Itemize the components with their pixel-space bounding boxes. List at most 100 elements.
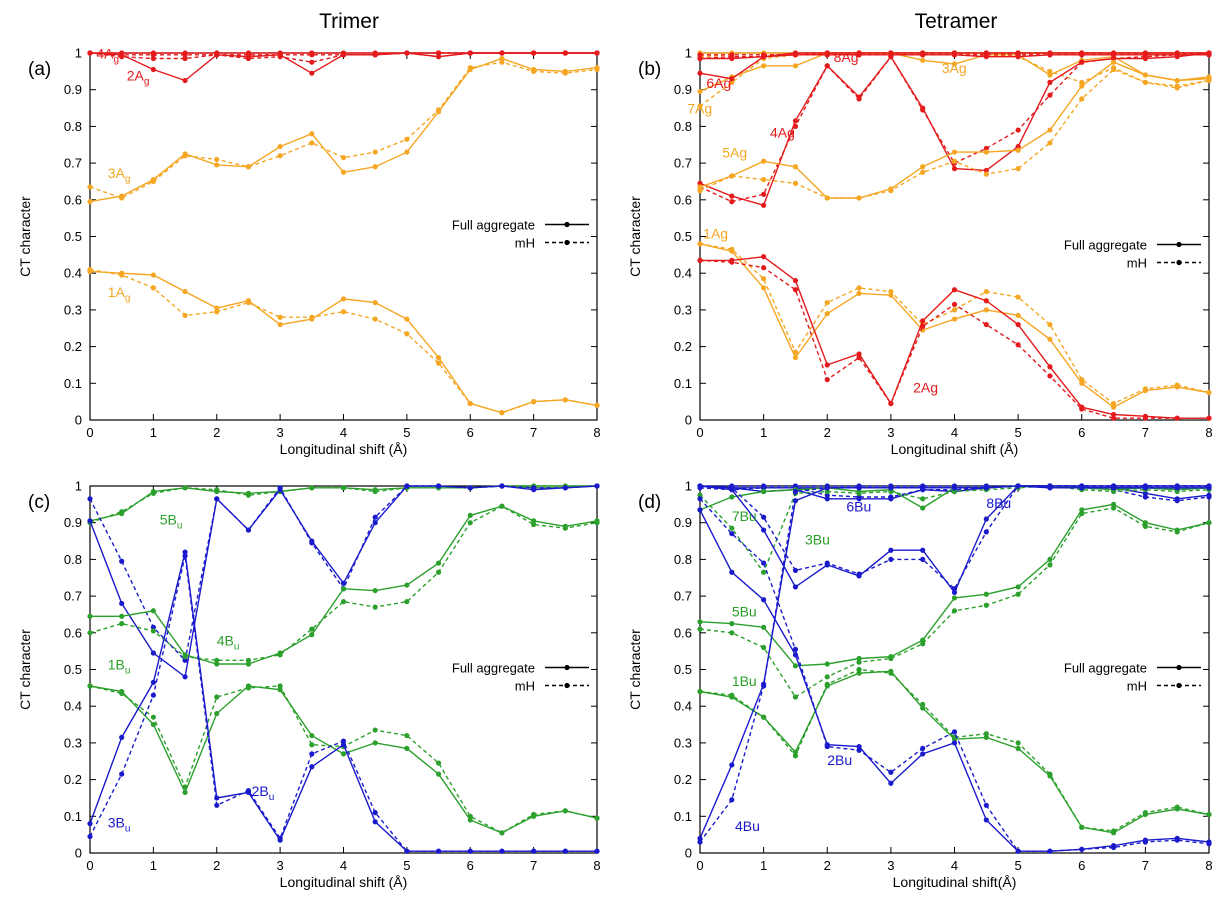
state-label-text: 2Bu	[827, 752, 852, 768]
point-full-aggregate	[214, 661, 220, 667]
x-axis-label: Longitudinal shift(Å)	[893, 874, 1017, 890]
point-mh	[792, 488, 799, 495]
state-label: 6Ag	[706, 75, 731, 91]
y-tick-label: 0.3	[674, 302, 692, 317]
y-axis-label: CT character	[17, 629, 33, 710]
x-tick-label: 0	[86, 858, 93, 873]
point-full-aggregate	[792, 277, 799, 284]
point-mh	[182, 55, 188, 62]
point-mh	[697, 103, 703, 109]
point-full-aggregate	[1206, 492, 1212, 498]
point-mh	[951, 307, 958, 313]
point-mh	[1110, 66, 1117, 73]
point-full-aggregate	[1015, 147, 1021, 153]
point-mh	[214, 156, 220, 163]
point-full-aggregate	[1047, 556, 1053, 563]
point-full-aggregate	[150, 272, 156, 278]
state-label-text: 4Bu	[735, 818, 760, 834]
y-tick-label: 1	[685, 46, 692, 61]
point-full-aggregate	[1015, 848, 1021, 854]
point-mh	[983, 529, 989, 535]
point-full-aggregate	[119, 510, 125, 517]
point-full-aggregate	[277, 143, 283, 150]
point-full-aggregate	[309, 732, 315, 739]
point-mh	[372, 514, 378, 520]
y-tick-label: 0.2	[674, 772, 692, 787]
point-mh	[1079, 96, 1085, 102]
point-full-aggregate	[856, 485, 862, 491]
y-tick-label: 1	[75, 479, 82, 494]
point-full-aggregate	[119, 193, 125, 199]
state-label: 5Bu	[732, 603, 757, 619]
point-full-aggregate	[594, 518, 600, 524]
point-full-aggregate	[372, 520, 378, 526]
state-label-text: 6Ag	[706, 75, 731, 91]
point-full-aggregate	[761, 63, 767, 69]
state-label-text: 2Ag	[913, 379, 938, 395]
y-tick-label: 0.8	[674, 552, 692, 567]
point-full-aggregate	[1110, 59, 1117, 65]
y-tick-label: 0.1	[674, 809, 692, 824]
line-mh	[699, 243, 1210, 405]
point-full-aggregate	[697, 180, 703, 186]
point-full-aggregate	[277, 837, 283, 843]
point-full-aggregate	[594, 483, 600, 489]
state-label-text: 5Ag	[722, 145, 747, 161]
x-axis-label: Longitudinal shift (Å)	[280, 874, 408, 890]
point-mh	[1174, 83, 1180, 89]
point-mh	[697, 188, 703, 194]
point-full-aggregate	[150, 50, 156, 56]
point-full-aggregate	[983, 149, 989, 155]
x-tick-label: 3	[887, 858, 894, 873]
point-full-aggregate	[761, 681, 767, 687]
point-mh	[697, 839, 703, 845]
point-full-aggregate	[888, 292, 894, 298]
point-full-aggregate	[983, 734, 989, 740]
legend-label: Full aggregate	[452, 661, 535, 676]
line-mh	[89, 268, 598, 414]
point-full-aggregate	[824, 63, 830, 69]
point-full-aggregate	[856, 488, 862, 495]
state-label-subscript: u	[125, 666, 131, 677]
point-full-aggregate	[1079, 824, 1085, 830]
point-mh	[404, 136, 410, 142]
point-full-aggregate	[182, 151, 188, 157]
point-full-aggregate	[467, 485, 473, 491]
point-full-aggregate	[182, 549, 188, 555]
line-mh	[89, 685, 598, 834]
legend-label: mH	[515, 679, 535, 694]
point-full-aggregate	[87, 199, 93, 205]
point-mh	[729, 531, 735, 537]
y-tick-label: 0.8	[64, 552, 82, 567]
point-full-aggregate	[697, 241, 703, 247]
point-full-aggregate	[951, 736, 958, 742]
x-tick-label: 3	[887, 425, 894, 440]
point-mh	[277, 683, 283, 689]
column-title-trimer: Trimer	[319, 10, 379, 33]
point-mh	[372, 810, 378, 816]
point-mh	[150, 692, 156, 698]
point-full-aggregate	[888, 485, 894, 491]
y-tick-label: 0.3	[64, 735, 82, 750]
state-label-text: 6Bu	[846, 499, 871, 515]
y-tick-label: 0.1	[64, 376, 82, 391]
legend-label: mH	[515, 236, 535, 251]
point-full-aggregate	[951, 52, 958, 58]
x-axis-label: Longitudinal shift (Å)	[891, 441, 1019, 457]
point-mh	[729, 630, 735, 636]
point-full-aggregate	[697, 88, 703, 95]
point-full-aggregate	[467, 66, 473, 73]
x-tick-label: 6	[467, 425, 474, 440]
point-full-aggregate	[888, 54, 894, 60]
point-mh	[792, 567, 799, 574]
state-label: 2Ag	[127, 68, 150, 88]
point-full-aggregate	[435, 109, 442, 115]
state-label-text: 4Ag	[770, 124, 795, 140]
point-mh	[951, 729, 958, 735]
point-mh	[1015, 591, 1021, 597]
point-full-aggregate	[1079, 846, 1085, 852]
point-full-aggregate	[761, 54, 767, 60]
point-mh	[372, 604, 378, 610]
point-full-aggregate	[340, 751, 347, 757]
point-mh	[214, 309, 220, 315]
